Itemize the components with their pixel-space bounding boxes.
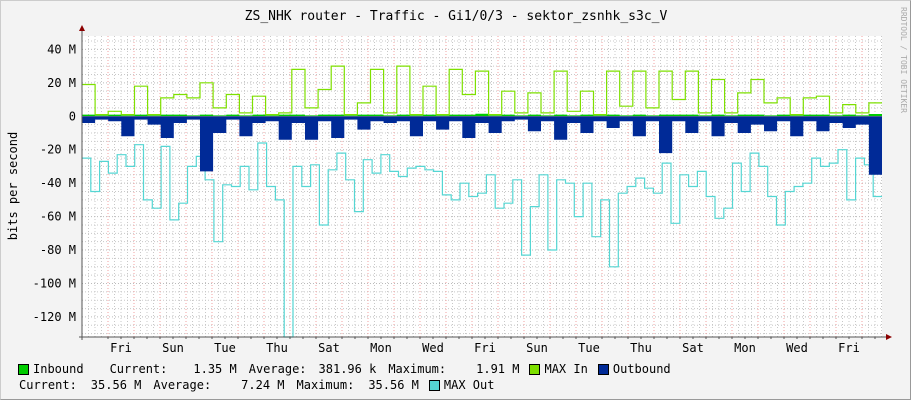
x-tick-label: Tue — [214, 341, 236, 355]
legend-maximum-label: Maximum: — [296, 378, 355, 392]
x-tick-label: Mon — [370, 341, 392, 355]
x-tick-label: Mon — [734, 341, 756, 355]
y-tick-label: -80 M — [40, 243, 76, 257]
x-tick-label: Sun — [526, 341, 548, 355]
legend-inbound: Inbound — [33, 362, 84, 376]
y-tick-label: -20 M — [40, 143, 76, 157]
plot-area — [82, 36, 882, 337]
max-out-swatch — [428, 379, 440, 391]
max-in-swatch — [529, 363, 541, 375]
chart-title: ZS_NHK router - Traffic - Gi1/0/3 - sekt… — [245, 9, 668, 24]
x-tick-label: Wed — [422, 341, 444, 355]
x-axis-arrow — [886, 334, 892, 340]
x-tick-label: Fri — [110, 341, 132, 355]
x-tick-label: Wed — [786, 341, 808, 355]
y-tick-label: 20 M — [47, 76, 76, 90]
legend-outbound: Outbound — [612, 362, 671, 376]
legend-row-1: Inbound Current: 1.35 M Average: 381.96 … — [18, 362, 671, 376]
legend-current-out: 35.56 M — [90, 378, 142, 392]
legend-row-2: Current: 35.56 M Average: 7.24 M Maximum… — [19, 378, 494, 392]
inbound-swatch — [18, 363, 29, 375]
legend-maximum-in: 1.91 M — [476, 362, 520, 376]
legend-max-out: MAX Out — [443, 378, 495, 392]
inbound-series — [82, 113, 882, 117]
legend-current-in: 1.35 M — [193, 362, 237, 376]
legend-average-out: 7.24 M — [241, 378, 285, 392]
x-tick-label: Thu — [630, 341, 652, 355]
x-tick-label: Thu — [266, 341, 288, 355]
y-tick-label: -40 M — [40, 176, 76, 190]
legend-average-label: Average: — [248, 362, 307, 376]
y-tick-label: -100 M — [33, 276, 76, 290]
y-axis-arrow — [79, 25, 85, 31]
y-tick-label: 40 M — [47, 42, 76, 56]
legend-current-label: Current: — [19, 378, 77, 392]
legend-maximum-out: 35.56 M — [368, 378, 419, 392]
legend-average-in: 381.96 k — [318, 362, 377, 376]
axes: 40 M 20 M 0 -20 M -40 M -60 M -80 M -100 M -120 … — [33, 25, 892, 355]
legend-maximum-label: Maximum: — [388, 362, 447, 376]
x-tick-label: Tue — [578, 341, 600, 355]
y-tick-label: 0 — [69, 109, 76, 123]
x-tick-label: Sun — [162, 341, 184, 355]
x-tick-label: Fri — [474, 341, 496, 355]
x-tick-label: Sat — [318, 341, 340, 355]
outbound-series — [82, 116, 882, 175]
legend-current-label: Current: — [109, 362, 168, 376]
watermark: RRDTOOL / TOBI OETIKER — [899, 7, 908, 113]
outbound-swatch — [597, 363, 609, 375]
traffic-chart: ZS_NHK router - Traffic - Gi1/0/3 - sekt… — [6, 7, 908, 355]
max-out-series — [82, 142, 882, 338]
y-tick-label: -120 M — [33, 310, 76, 324]
x-tick-label: Sat — [682, 341, 704, 355]
legend-max-in: MAX In — [544, 362, 588, 376]
y-tick-label: -60 M — [40, 210, 76, 224]
legend-average-label: Average: — [153, 378, 212, 392]
max-in-series — [82, 65, 882, 116]
x-tick-label: Fri — [838, 341, 860, 355]
series-marks — [82, 65, 882, 338]
y-axis-label: bits per second — [6, 132, 20, 240]
